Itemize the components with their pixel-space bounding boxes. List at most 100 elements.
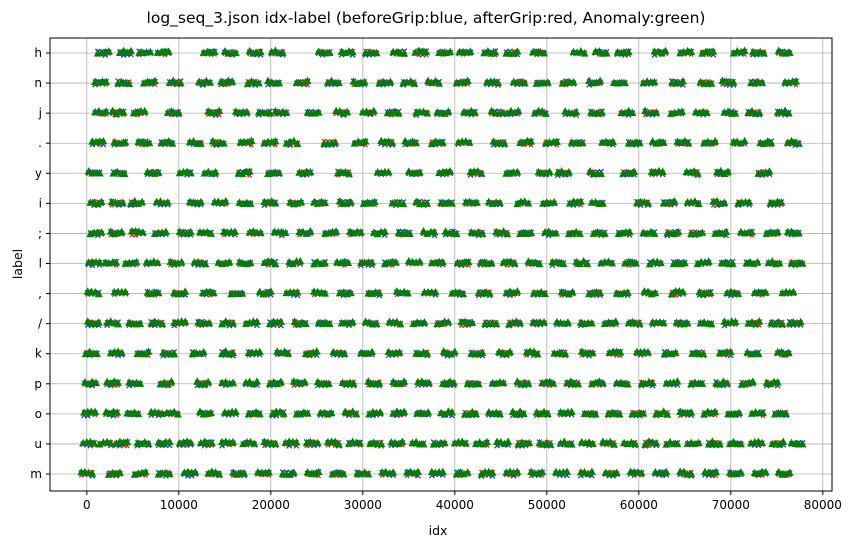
anomaly-point (587, 467, 596, 476)
data-point-cluster (241, 317, 261, 329)
data-point-cluster (563, 377, 583, 389)
data-point-cluster (329, 347, 349, 359)
anomaly-point (652, 439, 661, 447)
data-point-cluster (80, 377, 100, 389)
data-point-cluster (109, 167, 129, 178)
anomaly-point (114, 378, 123, 386)
data-point-cluster (86, 228, 106, 239)
anomaly-point (504, 437, 513, 445)
anomaly-point (375, 378, 384, 387)
anomaly-point (231, 407, 240, 415)
anomaly-point (97, 197, 106, 206)
anomaly-point (229, 378, 238, 386)
data-point-cluster (538, 377, 558, 389)
data-point-cluster (314, 318, 334, 328)
data-point-cluster (435, 167, 455, 178)
anomaly-point (165, 437, 174, 445)
anomaly-point (563, 467, 572, 475)
data-point-cluster (335, 288, 355, 299)
anomaly-point (662, 467, 671, 476)
anomaly-point (538, 467, 547, 476)
data-point-cluster (162, 407, 182, 418)
anomaly-point (785, 468, 794, 476)
data-point-cluster (353, 468, 373, 479)
data-point-cluster (556, 437, 576, 448)
data-point-cluster (229, 468, 249, 479)
data-point-cluster (295, 167, 315, 178)
data-point-cluster (323, 437, 343, 449)
data-point-cluster (219, 227, 239, 238)
data-point-cluster (766, 197, 786, 209)
anomaly-point (449, 378, 458, 387)
data-point-cluster (290, 317, 310, 329)
data-point-cluster (333, 167, 353, 178)
data-point-cluster (648, 318, 668, 328)
anomaly-point (673, 439, 682, 448)
anomaly-point (549, 379, 558, 387)
anomaly-point (694, 438, 703, 447)
data-point-cluster (130, 467, 150, 478)
data-point-cluster (695, 287, 715, 299)
data-point-cluster (159, 348, 179, 359)
anomaly-point (300, 377, 309, 386)
data-point-cluster (493, 437, 513, 449)
data-point-cluster (632, 347, 652, 358)
data-point-cluster (778, 287, 798, 297)
data-point-cluster (218, 377, 238, 389)
data-point-cluster (409, 318, 429, 328)
data-point-cluster (255, 287, 275, 298)
anomaly-point (144, 439, 153, 448)
data-point-cluster (358, 106, 378, 118)
data-point-cluster (217, 76, 237, 88)
data-point-cluster (133, 347, 153, 359)
anomaly-point (123, 437, 132, 446)
data-point-cluster (580, 409, 600, 419)
data-point-cluster (108, 106, 128, 118)
data-point-cluster (696, 318, 716, 328)
data-point-cluster (345, 227, 365, 238)
data-point-cluster (303, 108, 323, 118)
anomaly-point (758, 438, 767, 447)
anomaly-point (400, 377, 409, 385)
data-point-cluster (683, 438, 703, 448)
data-point-cluster (84, 167, 104, 177)
anomaly-point (207, 438, 216, 447)
anomaly-point (339, 469, 348, 478)
data-point-cluster (373, 167, 393, 178)
data-point-cluster (285, 256, 305, 268)
data-point-cluster (565, 197, 585, 208)
data-point-cluster (461, 197, 481, 208)
data-point-cluster (107, 197, 127, 209)
data-point-cluster (489, 137, 509, 149)
data-point-cluster (693, 257, 713, 268)
data-point-cluster (303, 467, 323, 479)
data-point-cluster (321, 227, 341, 238)
data-point-cluster (270, 227, 290, 239)
anomaly-point (229, 468, 238, 476)
anomaly-point (313, 438, 322, 447)
data-point-cluster (389, 377, 409, 388)
data-point-cluster (652, 407, 672, 419)
data-point-cluster (729, 136, 749, 147)
data-point-cluster (553, 167, 573, 179)
data-point-cluster (700, 407, 720, 419)
data-point-cluster (412, 348, 432, 359)
data-point-cluster (125, 318, 145, 329)
data-point-cluster (265, 377, 285, 389)
data-point-cluster (190, 257, 210, 269)
data-point-cluster (83, 317, 103, 329)
data-point-cluster (522, 347, 542, 359)
data-point-cluster (175, 227, 195, 238)
anomaly-point (567, 440, 576, 448)
data-point-cluster (494, 347, 514, 359)
data-point-cluster (378, 467, 398, 479)
anomaly-point (398, 437, 407, 445)
data-point-cluster (198, 287, 218, 298)
data-point-cluster (619, 167, 639, 178)
data-point-cluster (273, 347, 293, 358)
data-point-cluster (556, 407, 576, 418)
data-point-cluster (617, 106, 637, 118)
anomaly-point (255, 409, 264, 418)
anomaly-point (736, 439, 745, 448)
data-point-cluster (295, 226, 315, 238)
